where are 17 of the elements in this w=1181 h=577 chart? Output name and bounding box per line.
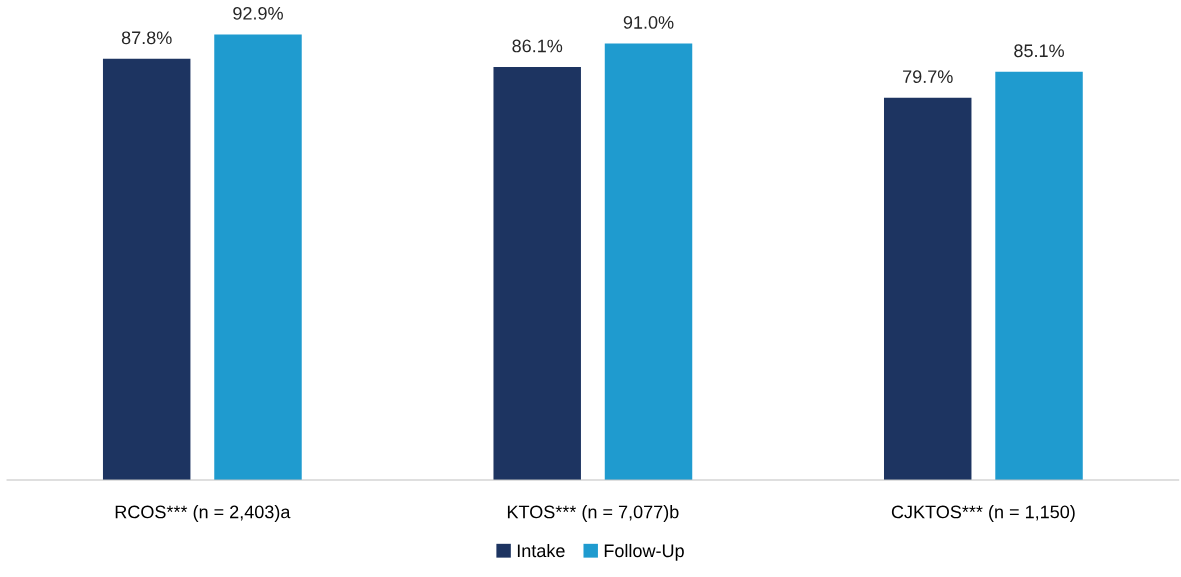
bar xyxy=(102,58,191,481)
bar xyxy=(883,97,972,481)
data-label: 85.1% xyxy=(1014,44,1064,58)
bar xyxy=(604,43,693,481)
bar xyxy=(995,71,1083,481)
x-tick-label: CJKTOS*** (n = 1,150) xyxy=(891,505,1075,522)
x-tick-label: RCOS*** (n = 2,403)a xyxy=(115,505,291,522)
bar xyxy=(493,67,581,481)
data-label: 86.1% xyxy=(512,39,563,53)
data-label: 79.7% xyxy=(903,70,953,84)
legend-label: Intake xyxy=(517,543,565,558)
bar xyxy=(214,34,302,481)
data-label: 91.0% xyxy=(623,16,674,29)
data-label: 87.8% xyxy=(121,31,172,45)
data-label: 92.9% xyxy=(233,6,283,20)
legend-label: Follow-Up xyxy=(604,543,684,561)
x-tick-label: KTOS*** (n = 7,077)b xyxy=(507,505,679,522)
